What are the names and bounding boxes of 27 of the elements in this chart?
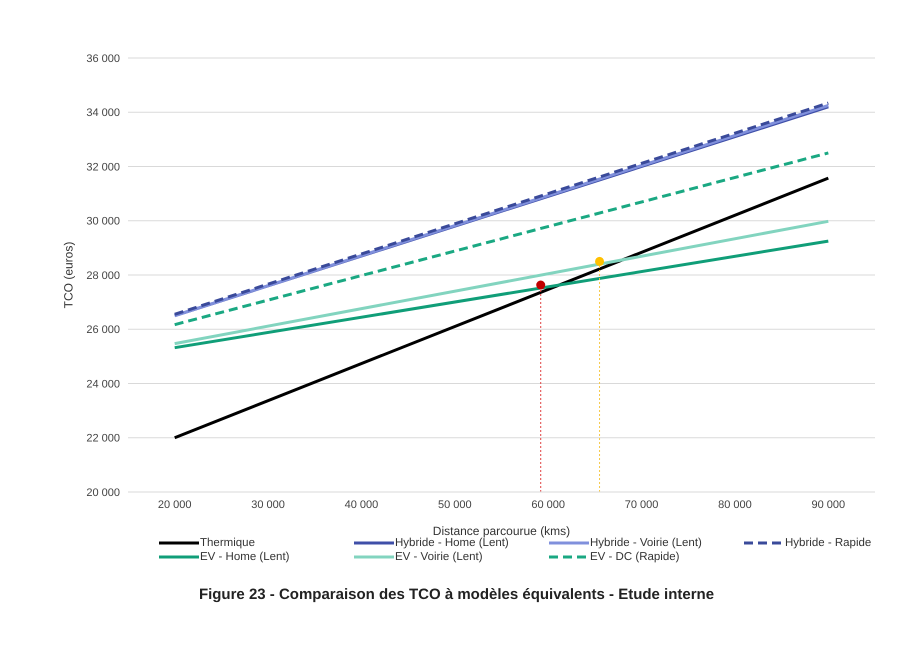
legend-label: EV - Home (Lent) bbox=[200, 551, 290, 563]
x-tick-label: 40 000 bbox=[344, 498, 378, 511]
x-tick-label: 90 000 bbox=[811, 498, 846, 511]
y-tick-label: 28 000 bbox=[86, 270, 120, 282]
x-tick-label: 80 000 bbox=[718, 498, 752, 511]
x-tick-label: 20 000 bbox=[158, 498, 192, 511]
x-tick-label: 70 000 bbox=[624, 498, 658, 511]
x-axis-title: Distance parcourue (kms) bbox=[432, 524, 570, 538]
y-tick-label: 22 000 bbox=[86, 432, 120, 445]
legend-label: EV - DC (Rapide) bbox=[590, 551, 680, 563]
y-axis-title: TCO (euros) bbox=[61, 242, 76, 308]
x-tick-label: 30 000 bbox=[251, 498, 285, 511]
x-tick-label: 50 000 bbox=[438, 498, 472, 511]
text: Figure 23 - Comparaison des TCO à modèles équivalents - Etude interne bbox=[198, 586, 716, 603]
y-tick-label: 20 000 bbox=[86, 486, 120, 499]
x-tick-label: 60 000 bbox=[531, 498, 566, 511]
y-tick-label: 32 000 bbox=[86, 161, 120, 174]
legend-label: Hybride - Rapide bbox=[785, 537, 872, 549]
y-tick-label: 34 000 bbox=[86, 107, 120, 120]
y-tick-label: 36 000 bbox=[86, 52, 120, 65]
legend-label: Thermique bbox=[200, 537, 255, 549]
y-tick-label: 30 000 bbox=[86, 216, 120, 228]
legend-label: Hybride - Voirie (Lent) bbox=[590, 537, 702, 549]
y-tick-label: 26 000 bbox=[86, 324, 120, 336]
legend-label: Hybride - Home (Lent) bbox=[395, 537, 509, 549]
legend-label: EV - Voirie (Lent) bbox=[395, 551, 483, 563]
y-tick-label: 24 000 bbox=[86, 378, 120, 390]
